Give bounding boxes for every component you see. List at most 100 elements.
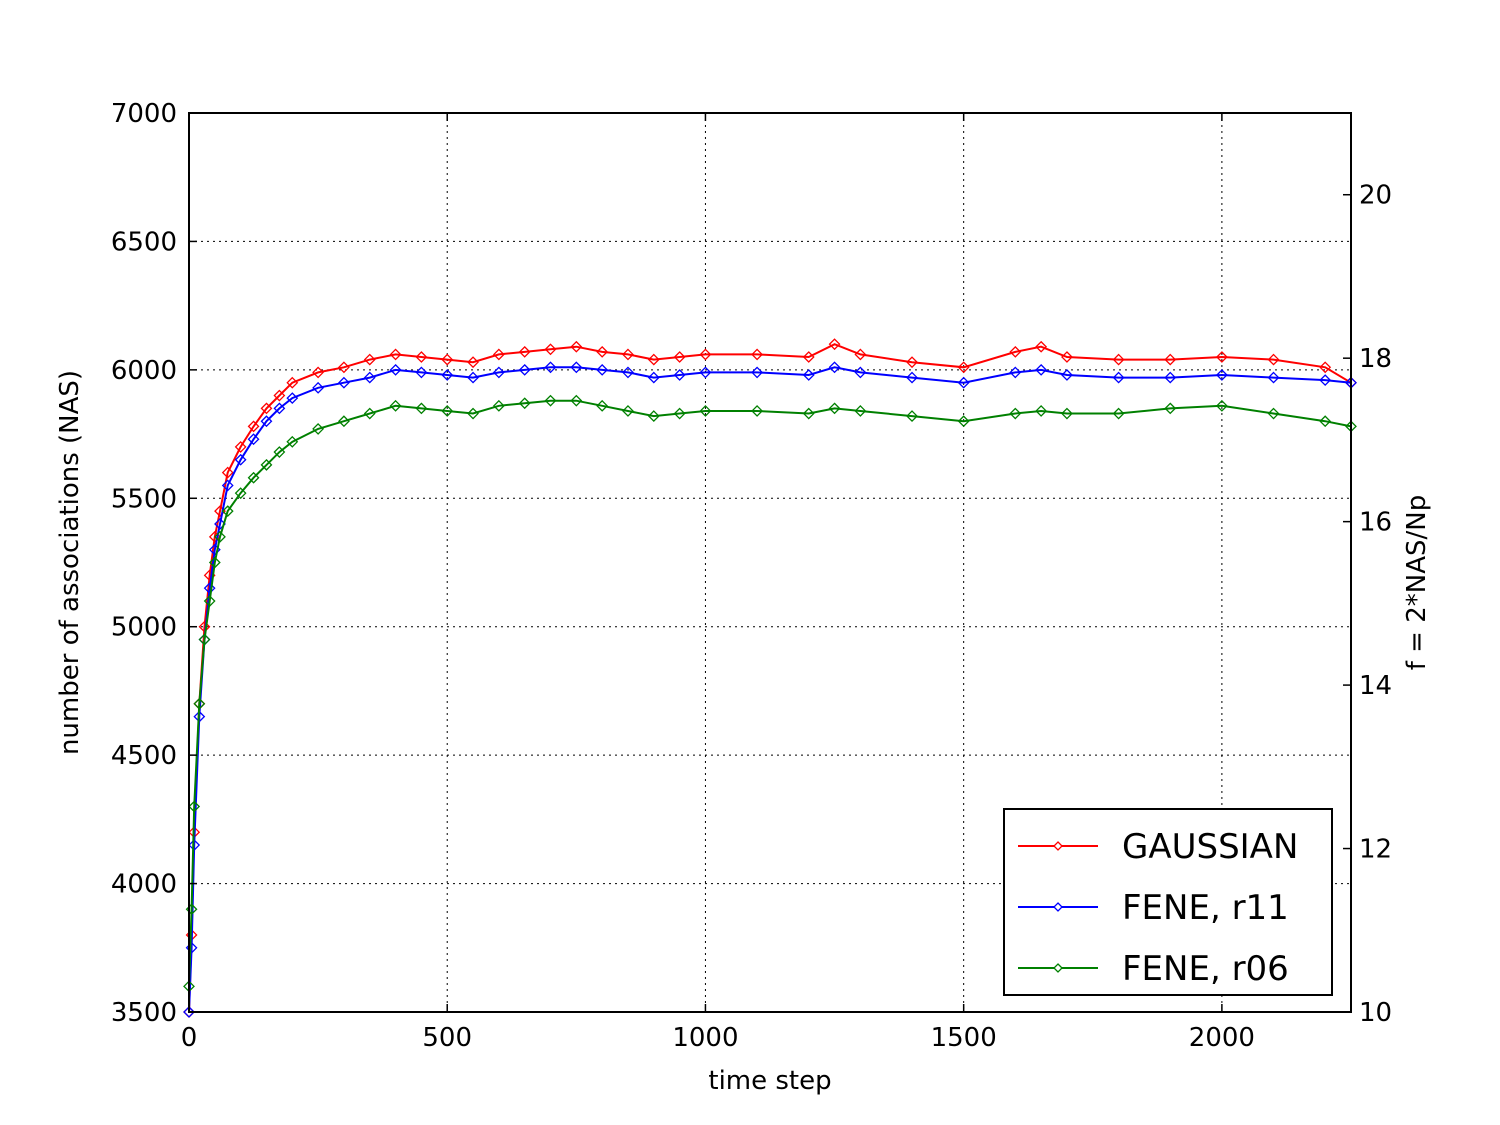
y2-tick-label: 18 xyxy=(1359,344,1392,374)
data-point xyxy=(338,415,350,428)
data-point xyxy=(1061,407,1073,420)
data-point xyxy=(1267,371,1280,384)
data-point xyxy=(247,433,260,446)
data-point xyxy=(193,697,206,710)
y2-axis-title: f = 2*NAS/Np xyxy=(1402,495,1432,670)
data-point xyxy=(1035,405,1048,417)
data-point xyxy=(622,366,634,379)
data-point xyxy=(1112,371,1125,384)
data-point xyxy=(1035,340,1048,353)
data-point xyxy=(234,453,247,466)
data-point xyxy=(828,361,841,374)
legend-marker xyxy=(1053,963,1063,973)
data-point xyxy=(1319,361,1332,374)
data-point xyxy=(208,556,221,569)
data-point xyxy=(441,353,454,366)
data-point xyxy=(596,363,609,376)
data-point xyxy=(286,376,299,389)
data-point xyxy=(203,595,216,607)
data-point xyxy=(441,369,454,381)
data-point xyxy=(544,394,557,407)
data-point xyxy=(1164,353,1177,366)
x-tick-label: 500 xyxy=(422,1023,472,1053)
legend-label: FENE, r11 xyxy=(1122,888,1289,928)
data-point xyxy=(1215,369,1228,381)
data-point xyxy=(1267,353,1280,366)
data-point xyxy=(1009,366,1022,379)
legend-marker xyxy=(1053,902,1063,912)
data-point xyxy=(570,340,583,353)
data-point xyxy=(751,405,764,417)
data-point xyxy=(286,435,299,448)
data-point xyxy=(957,361,970,374)
data-point xyxy=(1267,407,1280,420)
data-point xyxy=(854,348,867,361)
data-point xyxy=(699,405,712,417)
y2-tick-label: 12 xyxy=(1359,835,1392,865)
data-point xyxy=(492,348,505,361)
data-point xyxy=(467,356,479,369)
data-point xyxy=(363,407,376,420)
data-point xyxy=(957,415,970,428)
data-point xyxy=(273,446,286,458)
data-point xyxy=(338,376,350,389)
y-tick-label: 6000 xyxy=(111,356,177,386)
data-point xyxy=(312,381,325,394)
y-tick-label: 5500 xyxy=(111,484,177,514)
data-point xyxy=(188,839,201,851)
data-point xyxy=(312,423,325,435)
data-point xyxy=(647,353,660,366)
data-point xyxy=(828,402,841,415)
data-point xyxy=(1061,351,1073,363)
data-point xyxy=(234,440,247,453)
data-point xyxy=(699,366,712,379)
data-point xyxy=(492,399,505,412)
data-point xyxy=(751,348,764,361)
y-tick-label: 5000 xyxy=(111,613,177,643)
data-point xyxy=(286,392,299,405)
data-point xyxy=(203,582,216,595)
data-point xyxy=(1319,374,1332,387)
data-point xyxy=(389,363,402,376)
data-point xyxy=(273,402,286,415)
data-point xyxy=(1164,402,1177,415)
data-point xyxy=(221,479,234,492)
legend-item: GAUSSIAN xyxy=(1018,827,1298,867)
data-point xyxy=(751,366,764,379)
data-point xyxy=(544,361,557,374)
data-point xyxy=(570,361,583,374)
data-point xyxy=(906,410,918,423)
y-tick-label: 6500 xyxy=(111,227,177,257)
data-point xyxy=(273,389,286,402)
data-point xyxy=(596,345,609,358)
x-tick-label: 0 xyxy=(181,1023,198,1053)
data-point xyxy=(260,458,273,471)
plot-frame xyxy=(188,112,1352,1013)
x-tick-label: 1500 xyxy=(931,1023,997,1053)
y2-tick-label: 10 xyxy=(1359,998,1392,1028)
series-line xyxy=(188,399,1352,987)
y2-tick-label: 20 xyxy=(1359,181,1392,211)
data-point xyxy=(854,405,867,417)
data-point xyxy=(518,363,531,376)
data-point xyxy=(854,366,867,379)
data-point xyxy=(622,405,634,417)
data-point xyxy=(338,361,350,374)
data-point xyxy=(467,371,479,384)
data-point xyxy=(415,366,428,379)
data-point xyxy=(312,366,325,379)
data-point xyxy=(596,399,609,412)
data-point xyxy=(214,530,226,543)
data-point xyxy=(415,402,428,415)
x-axis-title: time step xyxy=(708,1066,831,1096)
legend: GAUSSIAN FENE, r11 FENE, r06 xyxy=(1003,808,1333,996)
x-tick-label: 1000 xyxy=(672,1023,738,1053)
y-tick-label: 7000 xyxy=(111,99,177,129)
data-point xyxy=(518,397,531,410)
data-point xyxy=(906,356,918,369)
data-point xyxy=(1009,345,1022,358)
data-point xyxy=(389,399,402,412)
data-point xyxy=(1035,363,1048,376)
data-point xyxy=(1164,371,1177,384)
data-point xyxy=(544,343,557,356)
